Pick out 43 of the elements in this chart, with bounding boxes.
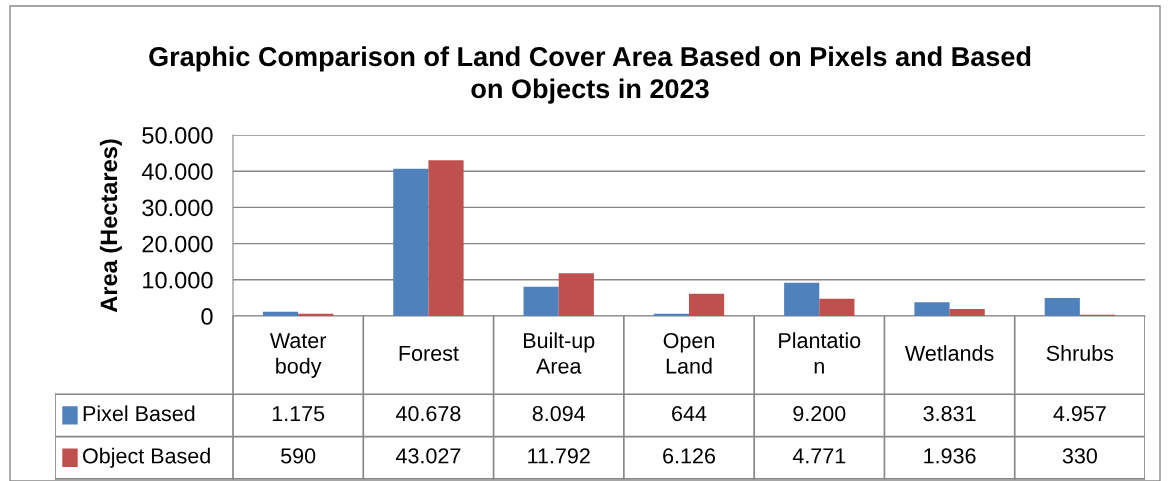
bar (1044, 298, 1080, 316)
bar (914, 302, 950, 316)
chart-title: Graphic Comparison of Land Cover Area Based on Pixels and Based on Objects in 2023 (149, 46, 1031, 104)
bar (784, 282, 820, 316)
y-tick-label: 50.000 (142, 127, 213, 144)
bar (393, 168, 429, 316)
y-tick-label: 0 (201, 308, 213, 325)
data-label: 11.792 (528, 448, 590, 464)
bar (689, 293, 725, 316)
bar (558, 273, 594, 316)
x-tick-label: Forest (399, 345, 459, 361)
legend-label: Pixel Based (83, 405, 195, 422)
bar (949, 308, 985, 316)
legend-label: Object Based (83, 447, 210, 468)
data-label: 4.957 (1053, 405, 1106, 422)
data-label: 43.027 (396, 448, 461, 464)
y-axis-title: Area (Hectares) (99, 139, 122, 313)
x-tick-label: Plantatio n (779, 332, 861, 374)
data-label: 1.175 (272, 406, 325, 422)
x-tick-label: Water body (269, 333, 327, 378)
data-label: 4.771 (792, 448, 846, 464)
bar (298, 313, 334, 316)
y-tick-label: 10.000 (143, 271, 213, 289)
data-label: 9.200 (793, 405, 846, 422)
data-label: 330 (1062, 448, 1097, 464)
x-tick-label: Open Land (663, 332, 714, 374)
data-label: 1.936 (924, 448, 976, 464)
x-tick-label: Built-up Area (523, 332, 595, 374)
data-label: 6.126 (663, 448, 715, 464)
data-label: 590 (281, 448, 316, 464)
data-label: 40.678 (396, 405, 461, 422)
bar (523, 286, 559, 316)
bar (262, 311, 299, 316)
y-tick-label: 20.000 (142, 235, 213, 253)
bar (819, 298, 855, 316)
y-tick-label: 30.000 (142, 199, 213, 217)
x-tick-label: Shrubs (1046, 345, 1114, 361)
data-label: 8.094 (532, 405, 586, 422)
data-label: 3.831 (923, 405, 976, 422)
data-label: 644 (672, 405, 707, 422)
x-tick-label: Wetlands (904, 345, 994, 361)
y-tick-label: 40.000 (141, 163, 213, 180)
bar (428, 160, 464, 316)
